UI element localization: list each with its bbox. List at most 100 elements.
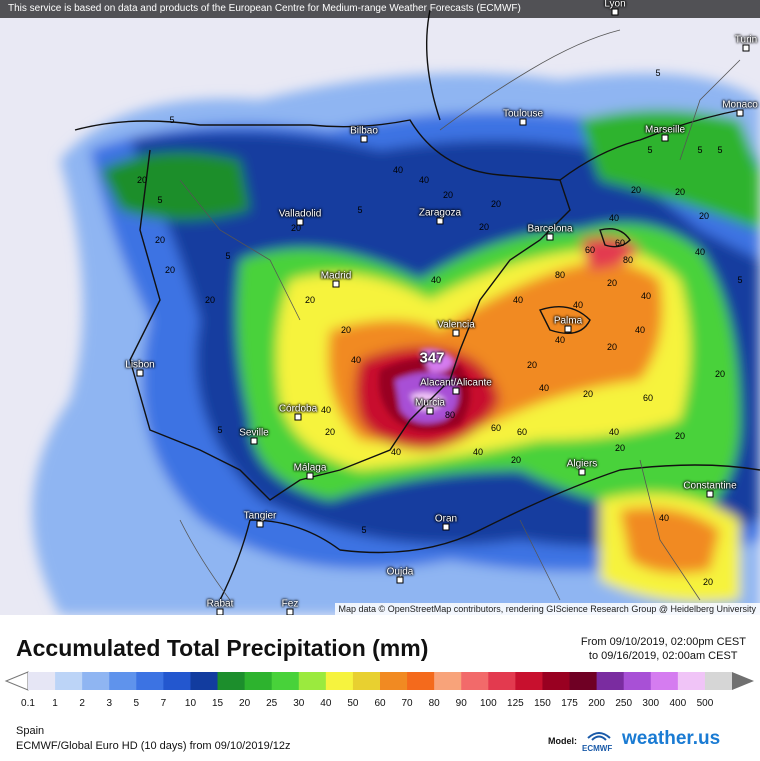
legend-tick-label: 40 [320,698,332,709]
ecmwf-text: ECMWF [582,744,613,753]
weather-us-logo[interactable]: weather.us [622,728,721,749]
city-label-valladolid: Valladolid [278,208,322,220]
legend-tick-label: 80 [428,698,440,709]
city-marker-seville [250,437,258,445]
ecmwf-logo: ECMWF [582,728,616,756]
city-label-constantine: Constantine [683,480,737,492]
legend-swatch [325,672,354,690]
contour-value-label: 60 [614,238,626,248]
city-label-marseille: Marseille [644,124,686,136]
contour-value-label: 20 [154,235,166,245]
contour-value-label: 40 [640,291,652,301]
legend-swatch [55,672,83,690]
contour-value-label: 5 [157,195,163,205]
contour-value-label: 20 [340,325,352,335]
contour-value-label: 20 [674,187,686,197]
city-label-fez: Fez [281,598,299,610]
city-label-valencia: Valencia [437,319,475,331]
city-label-zaragoza: Zaragoza [418,207,462,219]
city-marker-tangier [256,520,264,528]
legend-swatch [650,672,679,690]
contour-value-label: 40 [418,175,430,185]
legend-swatch [163,672,191,690]
legend-swatch [542,672,571,690]
contour-value-label: 5 [697,145,703,155]
contour-value-label: 5 [357,205,363,215]
city-label-monaco: Monaco [722,99,758,111]
city-marker-marseille [661,134,669,142]
map-title: Accumulated Total Precipitation (mm) [16,635,429,661]
max-precipitation-label: 347 [419,349,445,367]
time-period: From 09/10/2019, 02:00pm CEST to 09/16/2… [581,635,746,663]
legend-tick-label: 70 [401,698,413,709]
city-label-lyon: Lyon [604,0,626,10]
contour-value-label: 20 [606,342,618,352]
city-marker-oujda [396,576,404,584]
city-label-palma: Palma [553,315,583,327]
contour-value-label: 20 [164,265,176,275]
contour-value-label: 20 [324,427,336,437]
city-label-madrid: Madrid [320,270,352,282]
map-canvas [0,0,760,615]
legend-swatch [28,672,56,690]
legend-swatch [271,672,300,690]
city-marker-bilbao [360,135,368,143]
legend-tick-label: 150 [534,698,551,709]
contour-value-label: 20 [442,190,454,200]
city-marker-valencia [452,329,460,337]
map-attribution[interactable]: Map data © OpenStreetMap contributors, r… [334,603,760,616]
legend-tick-label: 2 [79,698,85,709]
precipitation-map[interactable] [0,0,760,615]
legend-swatch [352,672,381,690]
city-marker-oran [442,523,450,531]
city-label-algiers: Algiers [566,458,598,470]
contour-value-label: 20 [674,431,686,441]
city-marker-zaragoza [436,217,444,225]
contour-value-label: 20 [478,222,490,232]
legend-tick-label: 200 [588,698,605,709]
legend-tick-label: 500 [696,698,714,709]
contour-value-label: 60 [516,427,528,437]
legend-tick-label: 175 [561,698,578,709]
legend-swatch [190,672,219,690]
city-marker-turin [742,44,750,52]
contour-value-label: 20 [136,175,148,185]
legend-tick-label: 50 [347,698,359,709]
legend-swatch [380,672,408,690]
city-marker-constantine [706,490,714,498]
legend-tick-label: 90 [455,698,467,709]
contour-value-label: 20 [290,223,302,233]
city-marker-toulouse [519,118,527,126]
legend-swatch [407,672,435,690]
period-from: From 09/10/2019, 02:00pm CEST [580,636,746,648]
legend-swatch [677,672,706,690]
contour-value-label: 40 [512,295,524,305]
model-run-label: ECMWF/Global Euro HD (10 days) from 09/1… [16,740,291,752]
contour-value-label: 60 [584,245,596,255]
city-marker-palma [564,325,572,333]
legend-swatch [488,672,516,690]
contour-value-label: 20 [630,185,642,195]
contour-value-label: 5 [655,68,661,78]
region-label: Spain [16,725,45,737]
data-source-banner: This service is based on data and produc… [0,0,760,18]
city-label-toulouse: Toulouse [502,108,544,120]
legend-swatch [515,672,543,690]
city-label-rabat: Rabat [206,598,234,610]
legend-tick-label: 100 [479,698,497,709]
legend-arrow-left [4,671,29,691]
city-label-cordoba: Córdoba [278,403,318,415]
city-label-tangier: Tangier [243,510,277,522]
legend-tick-label: 5 [133,698,140,709]
legend-tick-label: 30 [293,698,305,709]
contour-value-label: 20 [582,389,594,399]
city-marker-monaco [736,109,744,117]
legend-swatch [217,672,246,690]
contour-value-label: 40 [608,427,620,437]
contour-value-label: 40 [634,325,646,335]
contour-value-label: 20 [606,278,618,288]
city-marker-cordoba [294,413,302,421]
legend-swatch [461,672,489,690]
contour-value-label: 40 [572,300,584,310]
contour-value-label: 20 [614,443,626,453]
